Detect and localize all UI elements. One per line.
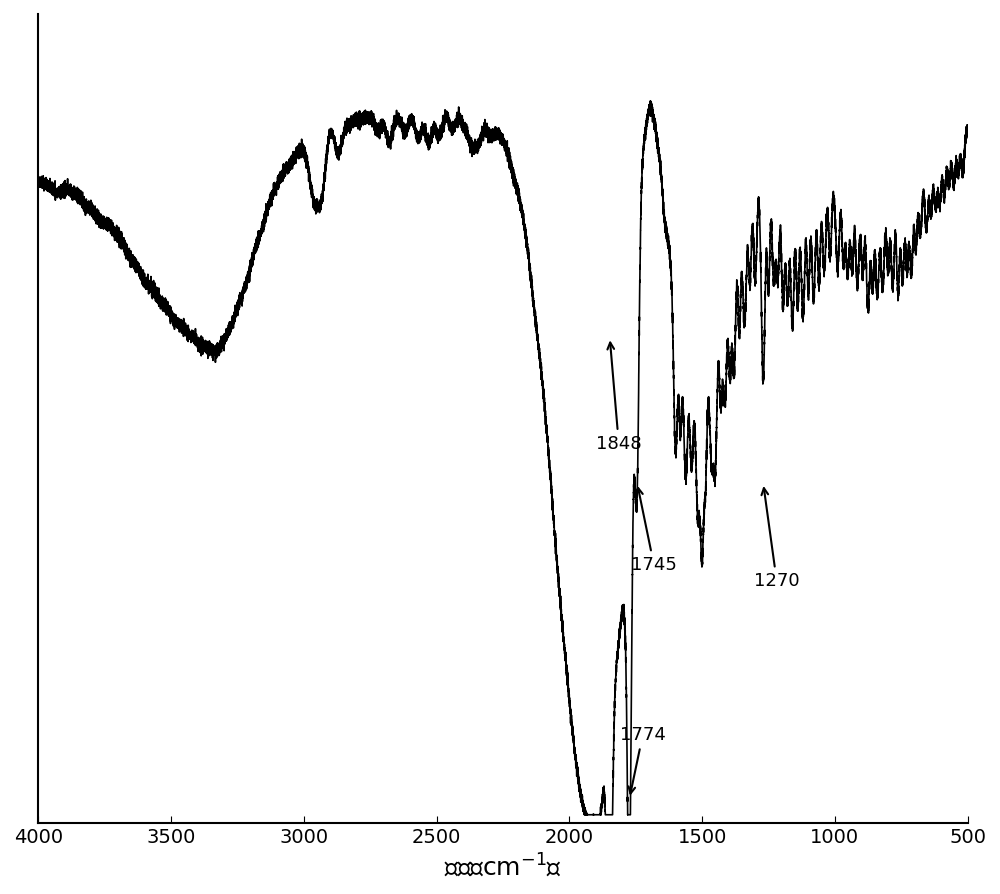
Text: 1270: 1270	[754, 488, 800, 590]
Text: 1745: 1745	[631, 488, 677, 574]
Text: 1774: 1774	[620, 726, 666, 794]
X-axis label: 波数（cm$^{-1}$）: 波数（cm$^{-1}$）	[444, 852, 562, 880]
Text: 1848: 1848	[596, 342, 642, 452]
